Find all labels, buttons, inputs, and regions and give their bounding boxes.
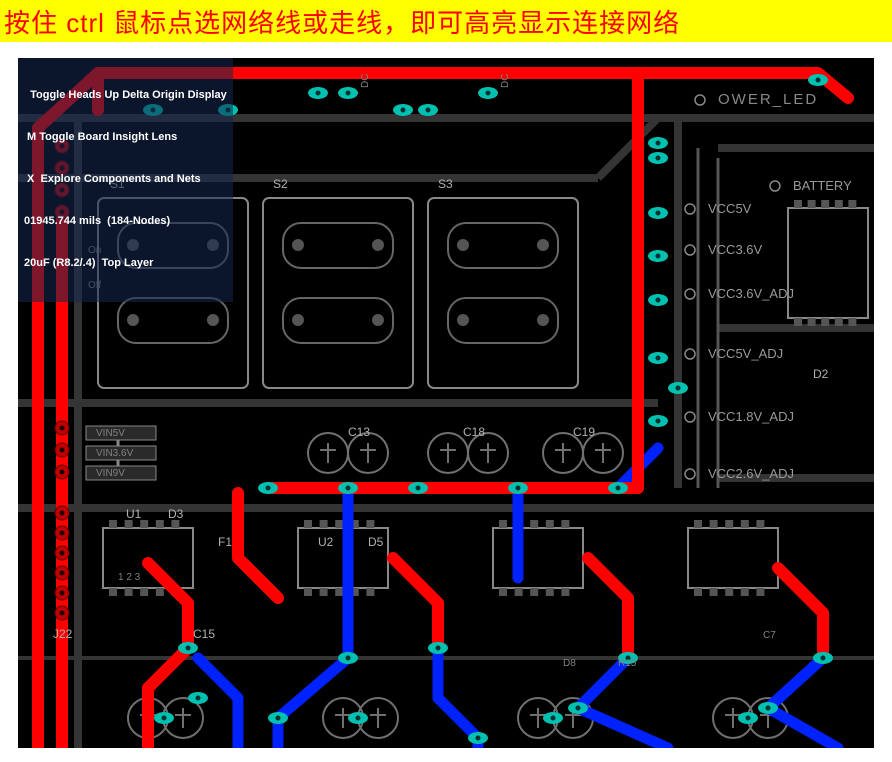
svg-text:VCC3.6V: VCC3.6V [708,242,763,257]
svg-text:C7: C7 [763,630,776,641]
svg-text:VIN9V: VIN9V [96,468,125,479]
banner-text: 按住 ctrl 鼠标点选网络线或走线，即可高亮显示连接网络 [4,3,680,40]
svg-text:VCC3.6V_ADJ: VCC3.6V_ADJ [708,286,794,301]
svg-text:F1: F1 [218,535,232,549]
svg-text:VCC5V: VCC5V [708,201,752,216]
dc-label: DC [360,74,371,88]
svg-text:VCC2.6V_ADJ: VCC2.6V_ADJ [708,466,794,481]
svg-text:D3: D3 [168,507,184,521]
svg-text:VIN5V: VIN5V [96,428,125,439]
svg-text:VCC5V_ADJ: VCC5V_ADJ [708,346,783,361]
svg-text:D2: D2 [813,367,829,381]
svg-text:VCC1.8V_ADJ: VCC1.8V_ADJ [708,409,794,424]
hud-line: X Explore Components and Nets [24,172,227,186]
hud-line: 01945.744 mils (184-Nodes) [24,214,227,228]
svg-text:S3: S3 [438,177,453,191]
svg-text:U1: U1 [126,507,142,521]
pcb-editor-viewport[interactable]: OWER_LED BATTERY VCC5V VCC3.6V VCC3.6V_ADJ VC… [18,58,874,748]
svg-text:OWER_LED: OWER_LED [718,91,818,108]
instruction-banner: 按住 ctrl 鼠标点选网络线或走线，即可高亮显示连接网络 [0,0,892,42]
hud-line: 20uF (R8.2/.4) Top Layer [24,256,227,270]
svg-text:VIN3.6V: VIN3.6V [96,448,134,459]
dc-label-2: DC [500,74,511,88]
svg-text:C19: C19 [573,425,595,439]
svg-text:1 2 3: 1 2 3 [118,572,141,583]
svg-text:J22: J22 [53,627,73,641]
svg-text:C18: C18 [463,425,485,439]
hud-line: M Toggle Board Insight Lens [24,130,227,144]
svg-text:R15: R15 [618,658,637,669]
svg-text:D8: D8 [563,658,576,669]
svg-text:D5: D5 [368,535,384,549]
heads-up-display: Toggle Heads Up Delta Origin Display M T… [18,58,233,302]
svg-text:S2: S2 [273,177,288,191]
hud-line: Toggle Heads Up Delta Origin Display [24,88,227,102]
svg-text:BATTERY: BATTERY [793,178,852,193]
svg-text:C13: C13 [348,425,370,439]
svg-text:U2: U2 [318,535,334,549]
svg-text:C15: C15 [193,627,215,641]
